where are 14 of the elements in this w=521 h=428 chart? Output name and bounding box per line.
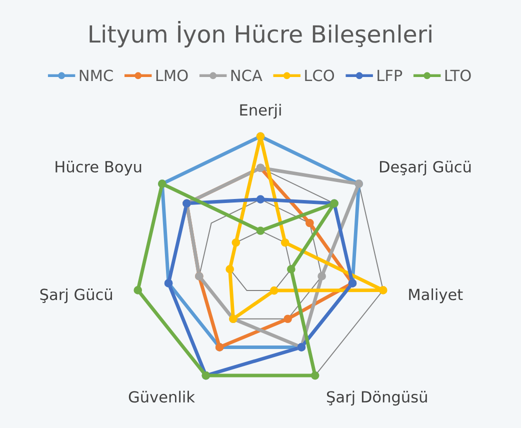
legend-label: LCO — [305, 70, 334, 82]
legend-label: NMC — [80, 70, 113, 82]
chart-title: Lityum İyon Hücre Bileşenleri — [90, 21, 432, 48]
spoke-label: Hücre Boyu — [56, 160, 142, 176]
spoke-label: Enerji — [240, 104, 281, 119]
legend-label: LTO — [445, 70, 471, 82]
legend-label: NCA — [231, 70, 262, 82]
spoke-label: Şarj Gücü — [40, 288, 112, 304]
spoke-label: Şarj Döngüsü — [326, 390, 427, 406]
legend-label: LMO — [156, 70, 188, 82]
spoke-label: Maliyet — [409, 288, 463, 304]
spoke-label: Deşarj Gücü — [380, 160, 471, 176]
spoke-label: Güvenlik — [128, 390, 195, 403]
legend-label: LFP — [378, 70, 402, 81]
